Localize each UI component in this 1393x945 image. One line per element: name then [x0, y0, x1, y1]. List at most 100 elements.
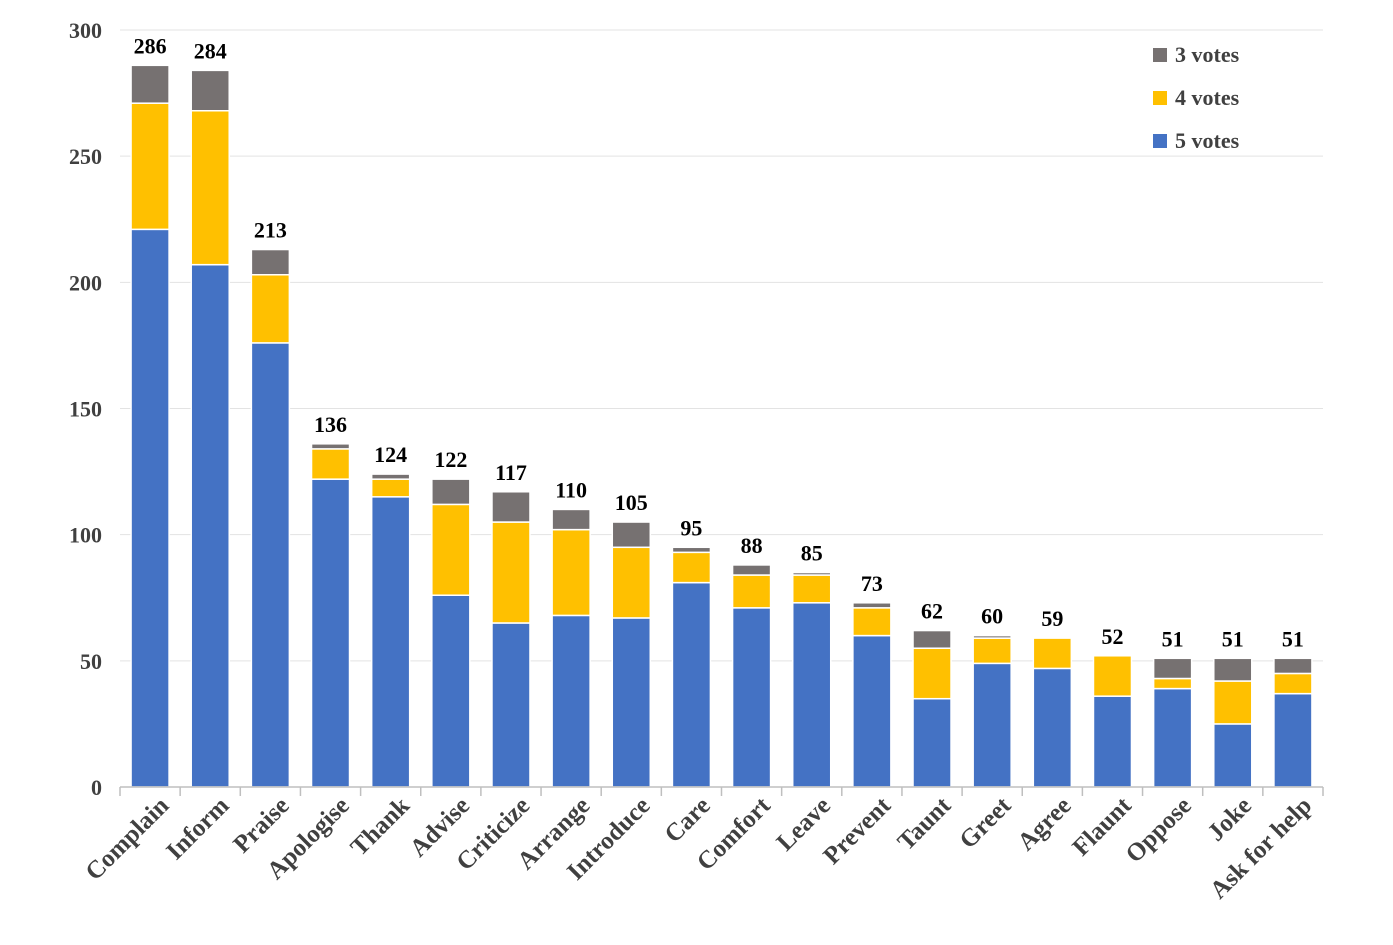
bar-segment-5-votes: [190, 263, 230, 788]
bar-segment-4-votes: [731, 574, 772, 609]
bar-segment-5-votes: [130, 228, 170, 788]
category-label: Thank: [346, 792, 415, 861]
bar-segment-5-votes: [1273, 692, 1313, 788]
bar-segment-4-votes: [431, 503, 471, 596]
bar-segment-4-votes: [370, 478, 411, 498]
bar-segment-5-votes: [491, 622, 531, 788]
y-tick-label: 200: [69, 270, 102, 295]
legend-label: 4 votes: [1175, 85, 1240, 110]
legend-swatch: [1153, 134, 1167, 148]
total-label: 213: [254, 218, 287, 243]
bar-segment-4-votes: [852, 607, 892, 637]
bar-segment-3-votes: [912, 629, 952, 649]
category-labels: ComplainInformPraiseApologiseThankAdvise…: [81, 792, 1318, 905]
bar-segment-5-votes: [1032, 667, 1073, 788]
bar-segment-4-votes: [1213, 680, 1253, 725]
bar-segment-3-votes: [190, 69, 230, 112]
bar-segment-5-votes: [1092, 695, 1133, 788]
bar-segment-5-votes: [1152, 687, 1193, 788]
total-label: 59: [1041, 606, 1063, 631]
bar-segment-5-votes: [972, 662, 1012, 788]
category-label: Complain: [81, 792, 175, 886]
bar-segment-5-votes: [370, 496, 411, 788]
bar-segment-3-votes: [310, 443, 351, 450]
y-tick-label: 0: [91, 775, 102, 800]
bar-segment-4-votes: [1032, 637, 1073, 670]
total-label: 136: [314, 412, 347, 437]
bar-segment-5-votes: [731, 607, 772, 788]
category-label: Inform: [161, 792, 234, 865]
bar-segment-3-votes: [852, 602, 892, 609]
total-label: 51: [1162, 626, 1184, 651]
category-label: Care: [660, 792, 716, 848]
bar-segment-4-votes: [791, 574, 832, 604]
bar-segment-3-votes: [611, 521, 652, 549]
y-tick-label: 150: [69, 397, 102, 422]
bar-segment-3-votes: [1273, 657, 1313, 675]
bar-segment-3-votes: [130, 64, 170, 104]
bar-segment-4-votes: [310, 448, 351, 480]
bar-segment-3-votes: [1213, 657, 1253, 682]
total-label: 85: [801, 541, 823, 566]
legend-swatch: [1153, 91, 1167, 105]
bars: [130, 64, 1313, 788]
bar-segment-5-votes: [250, 342, 291, 788]
axes: 0 50 100 150 200 250 300: [69, 18, 1324, 800]
bar-segment-4-votes: [611, 546, 652, 619]
bar-segment-4-votes: [1152, 677, 1193, 690]
bar-segment-5-votes: [310, 478, 351, 788]
total-label: 73: [861, 571, 883, 596]
total-label: 110: [555, 477, 587, 502]
total-labels: 286 284 213 136 124 122 117 110 105 95 88 85 73 62 60 5…: [134, 33, 1304, 651]
bar-segment-3-votes: [791, 571, 832, 576]
total-label: 95: [680, 515, 702, 540]
total-label: 284: [194, 38, 227, 63]
bar-segment-4-votes: [551, 528, 591, 617]
category-label: Prevent: [818, 792, 896, 870]
bar-segment-5-votes: [852, 634, 892, 788]
y-tick-label: 300: [69, 18, 102, 43]
bar-segment-4-votes: [491, 521, 531, 624]
bar-segment-4-votes: [1273, 672, 1313, 695]
category-label: Taunt: [893, 792, 957, 856]
bar-segment-3-votes: [250, 248, 291, 276]
bar-segment-5-votes: [431, 594, 471, 788]
total-label: 51: [1222, 626, 1244, 651]
bar-segment-4-votes: [130, 102, 170, 231]
bar-segment-3-votes: [972, 634, 1012, 639]
y-tick-label: 250: [69, 144, 102, 169]
total-label: 124: [374, 442, 407, 467]
bar-segment-5-votes: [791, 602, 832, 788]
legend: 3 votes 4 votes 5 votes: [1153, 42, 1240, 153]
total-label: 51: [1282, 626, 1304, 651]
gridlines: [120, 29, 1323, 662]
bar-segment-3-votes: [671, 546, 712, 554]
total-label: 286: [134, 33, 167, 58]
total-label: 122: [434, 447, 467, 472]
category-label: Joke: [1203, 792, 1257, 846]
category-label: Oppose: [1121, 792, 1197, 868]
bar-segment-4-votes: [912, 647, 952, 700]
legend-label: 5 votes: [1175, 128, 1240, 153]
bar-segment-5-votes: [1213, 723, 1253, 788]
bar-segment-3-votes: [1152, 657, 1193, 680]
total-label: 60: [981, 604, 1003, 629]
bar-segment-5-votes: [912, 697, 952, 788]
legend-swatch: [1153, 48, 1167, 62]
bar-segment-3-votes: [551, 508, 591, 531]
bar-segment-4-votes: [1092, 655, 1133, 697]
legend-label: 3 votes: [1175, 42, 1240, 67]
bar-segment-4-votes: [671, 551, 712, 584]
bar-segment-3-votes: [370, 473, 411, 480]
bar-segment-4-votes: [250, 274, 291, 344]
bar-segment-4-votes: [972, 637, 1012, 665]
bar-segment-5-votes: [551, 614, 591, 788]
bar-segment-3-votes: [431, 478, 471, 506]
total-label: 117: [495, 460, 527, 485]
category-label: Greet: [954, 792, 1016, 854]
y-tick-label: 100: [69, 523, 102, 548]
y-tick-label: 50: [80, 649, 102, 674]
bar-segment-4-votes: [190, 109, 230, 266]
bar-segment-3-votes: [731, 564, 772, 576]
